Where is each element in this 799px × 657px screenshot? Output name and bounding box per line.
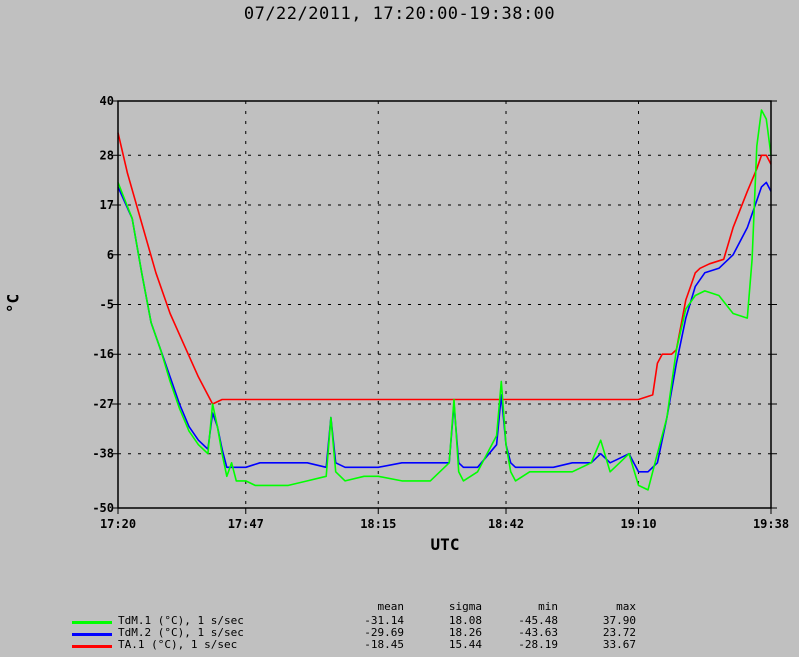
stat-min: -45.48 — [518, 614, 558, 627]
stats-header-min: min — [538, 600, 558, 613]
series-line-3 — [117, 132, 772, 405]
stat-mean: -18.45 — [364, 638, 404, 651]
plot-frame — [117, 100, 772, 509]
y-tick-label: 17 — [100, 198, 114, 212]
x-tick-label: 18:15 — [360, 517, 396, 531]
y-tick-label: 40 — [100, 94, 114, 108]
y-tick-label: -27 — [92, 397, 114, 411]
x-axis-label: UTC — [430, 535, 460, 554]
x-tick-label: 17:20 — [100, 517, 136, 531]
stats-header-sigma: sigma — [448, 600, 482, 613]
legend-label-tdm2: TdM.2 (°C), 1 s/sec — [118, 626, 244, 639]
stats-header-mean: mean — [377, 600, 405, 613]
stat-min: -43.63 — [518, 626, 558, 639]
y-tick-label: 6 — [107, 248, 114, 262]
y-tick-label: -50 — [92, 501, 114, 515]
legend-swatch-ta1 — [72, 645, 112, 648]
stat-min: -28.19 — [518, 638, 558, 651]
x-tick-label: 19:38 — [753, 517, 789, 531]
series-line-1 — [117, 109, 772, 491]
y-tick-label: 28 — [100, 148, 114, 162]
y-axis-label: °C — [3, 293, 23, 314]
x-tick-label: 19:10 — [620, 517, 656, 531]
legend-label-ta1: TA.1 (°C), 1 s/sec — [118, 638, 238, 651]
stat-sigma: 18.08 — [448, 614, 482, 627]
y-tick-label: -38 — [92, 447, 114, 461]
x-tick-label: 18:42 — [488, 517, 524, 531]
legend-label-tdm1: TdM.1 (°C), 1 s/sec — [118, 614, 244, 627]
stat-sigma: 18.26 — [448, 626, 482, 639]
chart-title: 07/22/2011, 17:20:00-19:38:00 — [243, 4, 556, 24]
stat-max: 37.90 — [602, 614, 636, 627]
legend-swatch-tdm1 — [72, 621, 112, 624]
stat-mean: -29.69 — [364, 626, 404, 639]
stats-table: mean sigma min max TdM.1 (°C), 1 s/sec -… — [0, 600, 799, 657]
y-tick-label: -5 — [100, 298, 114, 312]
stats-header-max: max — [616, 600, 636, 613]
stat-sigma: 15.44 — [448, 638, 482, 651]
y-tick-label: -16 — [92, 347, 114, 361]
stat-max: 23.72 — [602, 626, 636, 639]
x-tick-label: 17:47 — [228, 517, 264, 531]
stat-mean: -31.14 — [364, 614, 404, 627]
stat-max: 33.67 — [602, 638, 636, 651]
legend-swatch-tdm2 — [72, 633, 112, 636]
plot-area — [118, 101, 771, 508]
